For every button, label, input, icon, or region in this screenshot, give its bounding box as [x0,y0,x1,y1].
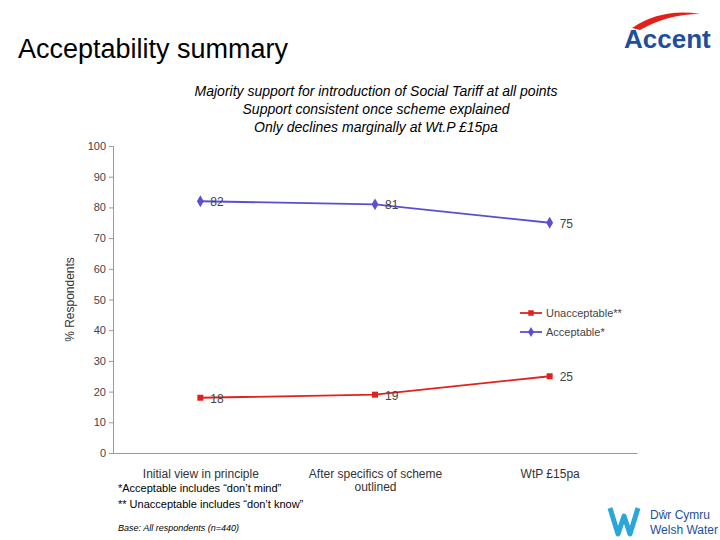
x-tick-label: WtP £15pa [521,467,580,481]
welsh-water-logo: Dŵr CymruWelsh Water [610,508,718,537]
y-tick-mark [109,361,113,362]
legend-label: Acceptable* [546,326,605,338]
legend: Unacceptable** Acceptable* [520,307,623,338]
plot-marks [197,195,553,400]
legend-marker [528,327,534,337]
data-label: 19 [385,389,399,403]
data-labels: 18 19 25 82 81 75 [210,195,573,405]
y-tick-mark [109,422,113,423]
subtitle: Support consistent once scheme explained [243,101,511,117]
y-tick-mark [109,146,113,147]
y-tick-mark [109,177,113,178]
y-tick-label: 20 [94,386,106,398]
legend-item: Unacceptable** [520,307,623,319]
x-tick-label: After specifics of schemeoutlined [309,467,443,495]
marker [546,217,553,229]
footnote: *Acceptable includes “don’t mind” [118,482,282,494]
y-tick: 70 [94,232,113,244]
logo-wave [610,508,638,534]
data-label: 82 [210,195,224,209]
y-tick-mark [109,300,113,301]
y-tick: 0 [100,447,113,459]
marker [547,373,553,379]
accent-logo: Accent [624,13,711,54]
y-tick: 30 [94,355,113,367]
y-tick: 90 [94,171,113,183]
y-tick-mark [109,238,113,239]
marker [197,395,203,401]
series-line [200,376,549,397]
y-tick-mark [109,392,113,393]
base-note: Base: All respondents (n=440) [118,523,239,533]
logo-text: Dŵr Cymru [650,508,710,522]
logo-text: Accent [624,24,711,54]
data-label: 81 [385,198,399,212]
marker [372,198,379,210]
y-axis-title: % Respondents [63,257,77,342]
y-tick-label: 100 [88,140,106,152]
y-tick: 100 [88,140,113,152]
y-tick: 60 [94,263,113,275]
y-tick-label: 30 [94,355,106,367]
title: Acceptability summary [18,34,289,64]
y-axis: 0 10 20 30 40 50 60 70 80 90 100 [88,140,114,459]
y-tick: 50 [94,294,113,306]
y-tick-mark [109,207,113,208]
subtitle: Only declines marginally at Wt.P £15pa [254,119,498,135]
x-axis-line [114,453,638,454]
subtitle: Majority support for introduction of Soc… [195,83,558,99]
footnote: ** Unacceptable includes “don’t know” [118,498,304,510]
y-tick-label: 80 [94,201,106,213]
y-tick-label: 10 [94,416,106,428]
logo-text: Welsh Water [650,523,718,537]
x-tick: WtP £15pa [521,467,580,481]
y-tick-label: 50 [94,294,106,306]
y-tick-label: 70 [94,232,106,244]
y-tick: 40 [94,324,113,336]
y-axis-line [109,147,114,454]
marker [197,195,204,207]
y-tick-mark [109,330,113,331]
x-tick-label: Initial view in principle [143,467,259,481]
data-label: 25 [560,370,574,384]
y-tick-label: 90 [94,171,106,183]
x-axis: Initial view in principle After specifics… [114,454,638,495]
y-tick-label: 0 [100,447,106,459]
legend-label: Unacceptable** [546,307,623,319]
y-tick-label: 60 [94,263,106,275]
data-label: 18 [210,392,224,406]
data-label: 75 [560,217,574,231]
y-tick: 10 [94,416,113,428]
y-tick: 80 [94,201,113,213]
legend-marker [528,310,533,315]
legend-item: Acceptable* [520,326,605,338]
y-tick-label: 40 [94,324,106,336]
y-tick-mark [109,453,113,454]
x-tick: After specifics of schemeoutlined [309,467,443,495]
x-tick: Initial view in principle [143,467,259,481]
chart: Acceptability summary Majority support fo… [0,0,720,540]
y-tick: 20 [94,386,113,398]
marker [372,392,378,398]
y-tick-mark [109,269,113,270]
